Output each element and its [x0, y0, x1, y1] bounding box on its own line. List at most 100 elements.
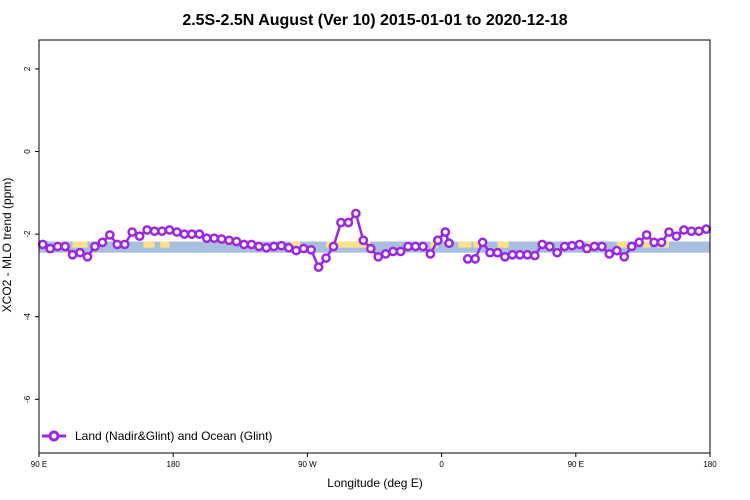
data-point [529, 250, 540, 261]
legend-marker-swatch [48, 430, 60, 442]
data-point [544, 241, 555, 252]
legend: Land (Nadir&Glint) and Ocean (Glint) [42, 429, 272, 443]
data-point [597, 241, 607, 252]
data-point [112, 239, 123, 250]
data-point [186, 229, 197, 239]
data-point [477, 237, 488, 248]
band-yellow-segment [160, 241, 170, 248]
x-tick-label: 90 E [568, 460, 584, 469]
data-point [97, 237, 108, 248]
data-point [127, 227, 138, 237]
data-point [343, 217, 354, 228]
x-tick-label: 180 [703, 460, 717, 469]
data-point [313, 262, 324, 272]
data-point [336, 217, 346, 228]
x-axis-label: Longitude (deg E) [327, 476, 422, 490]
data-point [671, 231, 682, 242]
x-tick-label: 90 W [298, 460, 317, 469]
data-point [649, 237, 659, 248]
data-point [351, 208, 361, 219]
data-point [60, 241, 70, 252]
data-point [328, 241, 339, 252]
data-point [619, 251, 630, 262]
data-point [425, 249, 436, 259]
data-point [358, 235, 369, 246]
data-point [246, 239, 257, 250]
data-point [440, 227, 451, 237]
data-point [261, 242, 272, 253]
data-point [470, 254, 480, 264]
data-point [254, 241, 264, 252]
band-yellow-segment [326, 241, 371, 248]
data-point [164, 225, 175, 235]
band-yellow-segment [616, 241, 628, 248]
y-tick-label: -4 [23, 313, 32, 321]
data-point [492, 247, 503, 258]
data-point [104, 230, 115, 240]
data-point [589, 241, 600, 252]
band-yellow-segment [143, 241, 155, 248]
data-point [142, 225, 152, 235]
data-point [515, 249, 525, 260]
data-point [485, 247, 495, 258]
data-point [626, 241, 637, 252]
x-tick-label: 180 [167, 460, 181, 469]
data-point [679, 225, 689, 235]
band-yellow-segment [642, 241, 651, 248]
data-point [693, 226, 704, 237]
data-point [537, 239, 548, 250]
chart-title: 2.5S-2.5N August (Ver 10) 2015-01-01 to … [182, 12, 567, 29]
data-point [373, 251, 384, 262]
data-point [291, 245, 302, 256]
band-yellow-segment [290, 241, 300, 248]
data-point [664, 227, 674, 237]
data-point [134, 231, 145, 242]
data-point [179, 229, 190, 239]
data-point [194, 229, 205, 239]
data-point [52, 241, 63, 252]
band-yellow-segment [473, 241, 483, 248]
data-point [380, 249, 391, 259]
x-axis: 90 E 180 90 W 0 90 E 180 [31, 453, 717, 469]
band-yellow-segment [458, 241, 472, 248]
data-point [634, 237, 645, 248]
data-point [224, 235, 234, 246]
data-point [388, 246, 398, 257]
data-point [298, 243, 309, 254]
legend-label: Land (Nadir&Glint) and Ocean (Glint) [75, 429, 272, 443]
data-point [209, 233, 220, 244]
data-point [552, 247, 563, 258]
y-tick-label: -2 [23, 230, 32, 238]
data-point [641, 230, 652, 240]
data-point [418, 241, 428, 252]
data-point [119, 239, 130, 250]
data-point [157, 226, 167, 237]
data-point [149, 226, 160, 237]
data-point [395, 246, 406, 257]
data-point [269, 241, 279, 252]
plot-frame [38, 39, 711, 454]
band-yellow-segment [72, 241, 88, 248]
data-point [500, 251, 510, 262]
data-point [321, 253, 331, 263]
data-point [239, 239, 249, 250]
y-axis: 2 0 -2 -4 -6 [23, 66, 39, 403]
data-point [604, 249, 615, 259]
data-point [45, 243, 56, 254]
series-points [37, 208, 712, 272]
data-point [701, 224, 712, 235]
y-tick-label: 2 [23, 66, 32, 71]
y-axis-label: XCO2 - MLO trend (ppm) [0, 178, 14, 313]
data-point [522, 249, 533, 260]
data-point [433, 235, 443, 246]
data-point [67, 249, 78, 260]
data-point [574, 239, 585, 250]
data-point [172, 227, 182, 237]
x-tick-label: 90 E [31, 460, 47, 469]
data-point [201, 233, 212, 244]
data-point [444, 238, 454, 249]
data-point [216, 234, 227, 244]
data-point [276, 240, 287, 251]
data-point [462, 254, 473, 264]
data-point [37, 239, 48, 250]
